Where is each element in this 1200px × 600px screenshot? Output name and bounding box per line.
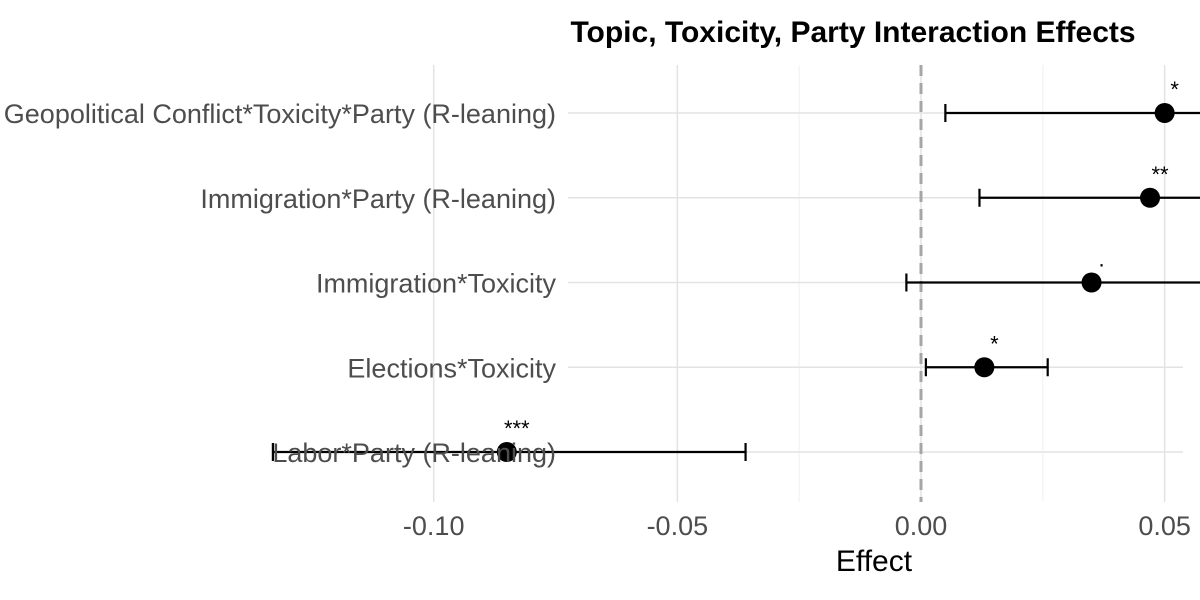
significance-label: *: [1170, 77, 1179, 102]
term-label: Labor*Party (R-leaning): [272, 438, 556, 468]
term-label: Elections*Toxicity: [347, 353, 556, 383]
term-label: Immigration*Party (R-leaning): [200, 184, 556, 214]
estimate-point: [1081, 272, 1102, 293]
x-axis-title: Effect: [836, 545, 913, 578]
estimate-points: [496, 103, 1175, 462]
x-tick-label: 0.00: [895, 511, 948, 541]
x-tick-label: 0.05: [1138, 511, 1191, 541]
significance-label: .: [1098, 247, 1104, 272]
term-label: Geopolitical Conflict*Toxicity*Party (R-…: [4, 99, 556, 129]
x-tick-labels: -0.10-0.050.000.050.10: [403, 511, 1191, 541]
chart-title: Topic, Toxicity, Party Interaction Effec…: [570, 16, 1135, 49]
estimate-point: [496, 442, 517, 462]
significance-label: *: [990, 331, 999, 356]
term-label: Immigration*Toxicity: [316, 269, 557, 299]
significance-label: **: [1151, 162, 1169, 187]
x-tick-label: -0.10: [403, 511, 465, 541]
significance-label: ***: [504, 416, 530, 441]
x-tick-label: -0.05: [647, 511, 709, 541]
estimate-point: [1140, 187, 1161, 208]
estimate-point: [1154, 103, 1175, 123]
significance-labels: ***.****: [504, 77, 1179, 441]
estimate-point: [974, 357, 995, 378]
term-labels: Geopolitical Conflict*Toxicity*Party (R-…: [4, 99, 557, 468]
